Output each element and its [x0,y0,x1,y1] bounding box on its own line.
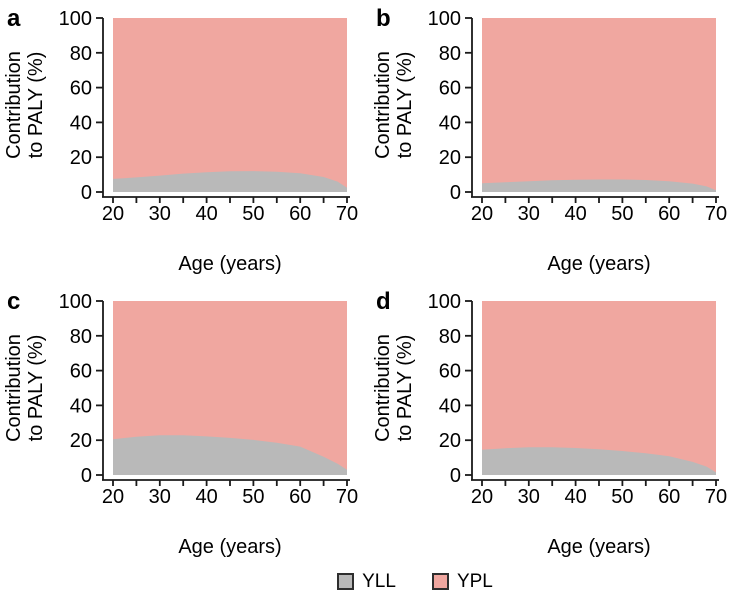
x-tick-label: 30 [149,486,171,508]
x-tick-label: 30 [149,203,171,225]
ypl-area [482,301,716,475]
ypl-legend-label: YPL [456,570,493,592]
yll-area [113,171,347,192]
y-tick-label: 20 [70,430,92,452]
y-tick-label: 20 [439,430,461,452]
y-axis-title: Contributionto PALY (%) [372,334,416,442]
panel-b: 0 20 40 60 80 100 20 30 40 50 60 70 Age (years) Contr… [369,0,738,283]
y-tick-label: 80 [70,326,92,348]
chart-panel-d: 0 20 40 60 80 100 20 30 40 50 60 70 Age (years) Contr… [372,288,727,558]
x-tick-label: 50 [611,486,633,508]
y-tick-label: 0 [450,465,461,487]
y-tick-label: 0 [81,465,92,487]
legend-entry-ypl: YPL [431,570,493,592]
x-tick-label: 60 [289,203,311,225]
y-tick-label: 40 [439,112,461,134]
y-tick-label: 80 [439,326,461,348]
yll-area [482,179,716,192]
x-axis-title: Age (years) [547,536,650,558]
panel-grid: 0 20 40 60 80 100 20 30 40 50 60 70 Age (years) Contr… [0,0,738,566]
x-tick-label: 20 [471,486,493,508]
y-axis-title: Contributionto PALY (%) [3,334,47,442]
y-tick-label: 60 [70,78,92,100]
x-tick-label: 40 [195,203,217,225]
x-tick-label: 20 [102,486,124,508]
panel-label: b [376,5,391,32]
chart-panel-b: 0 20 40 60 80 100 20 30 40 50 60 70 Age (years) Contr… [372,5,727,275]
y-tick-label: 0 [81,182,92,204]
x-axis-title: Age (years) [178,536,281,558]
panel-a: 0 20 40 60 80 100 20 30 40 50 60 70 Age (years) Contr… [0,0,369,283]
y-tick-label: 100 [428,8,461,30]
x-tick-label: 70 [336,486,358,508]
x-tick-label: 60 [658,486,680,508]
ypl-area [482,18,716,192]
chart-panel-c: 0 20 40 60 80 100 20 30 40 50 60 70 Age (years) Contr… [3,288,358,558]
x-tick-label: 40 [564,486,586,508]
x-tick-label: 70 [336,203,358,225]
x-tick-label: 30 [518,203,540,225]
y-tick-label: 40 [439,395,461,417]
y-axis-title: Contributionto PALY (%) [3,51,47,159]
y-tick-label: 0 [450,182,461,204]
yll-area [482,447,716,475]
y-tick-label: 40 [70,112,92,134]
x-tick-label: 20 [102,203,124,225]
y-tick-label: 60 [70,361,92,383]
y-tick-label: 100 [428,291,461,313]
y-tick-label: 80 [70,43,92,65]
x-tick-label: 50 [611,203,633,225]
x-tick-label: 20 [471,203,493,225]
x-tick-label: 70 [705,486,727,508]
panel-label: c [7,288,20,315]
x-tick-label: 50 [242,486,264,508]
x-tick-label: 60 [658,203,680,225]
y-tick-label: 60 [439,361,461,383]
legend-entry-yll: YLL [337,572,396,591]
x-axis-title: Age (years) [178,253,281,275]
x-tick-label: 40 [564,203,586,225]
ypl-swatch-icon [431,572,449,590]
y-tick-label: 80 [439,43,461,65]
x-tick-label: 60 [289,486,311,508]
panel-c: 0 20 40 60 80 100 20 30 40 50 60 70 Age (years) Contr… [0,283,369,566]
x-tick-label: 50 [242,203,264,225]
y-tick-label: 20 [70,147,92,169]
y-tick-label: 60 [439,78,461,100]
panel-label: d [376,288,391,315]
legend: YLL YPL [46,566,738,596]
panel-label: a [7,5,21,32]
x-tick-label: 40 [195,486,217,508]
yll-area [113,435,347,475]
y-axis-title: Contributionto PALY (%) [372,51,416,159]
y-tick-label: 100 [59,291,92,313]
chart-panel-a: 0 20 40 60 80 100 20 30 40 50 60 70 Age (years) Contr… [3,5,358,275]
ypl-area [113,18,347,192]
y-tick-label: 40 [70,395,92,417]
x-tick-label: 30 [518,486,540,508]
x-axis-title: Age (years) [547,253,650,275]
panel-d: 0 20 40 60 80 100 20 30 40 50 60 70 Age (years) Contr… [369,283,738,566]
y-tick-label: 100 [59,8,92,30]
yll-swatch-icon [337,572,355,590]
yll-legend-label: YLL [362,570,396,592]
y-tick-label: 20 [439,147,461,169]
x-tick-label: 70 [705,203,727,225]
